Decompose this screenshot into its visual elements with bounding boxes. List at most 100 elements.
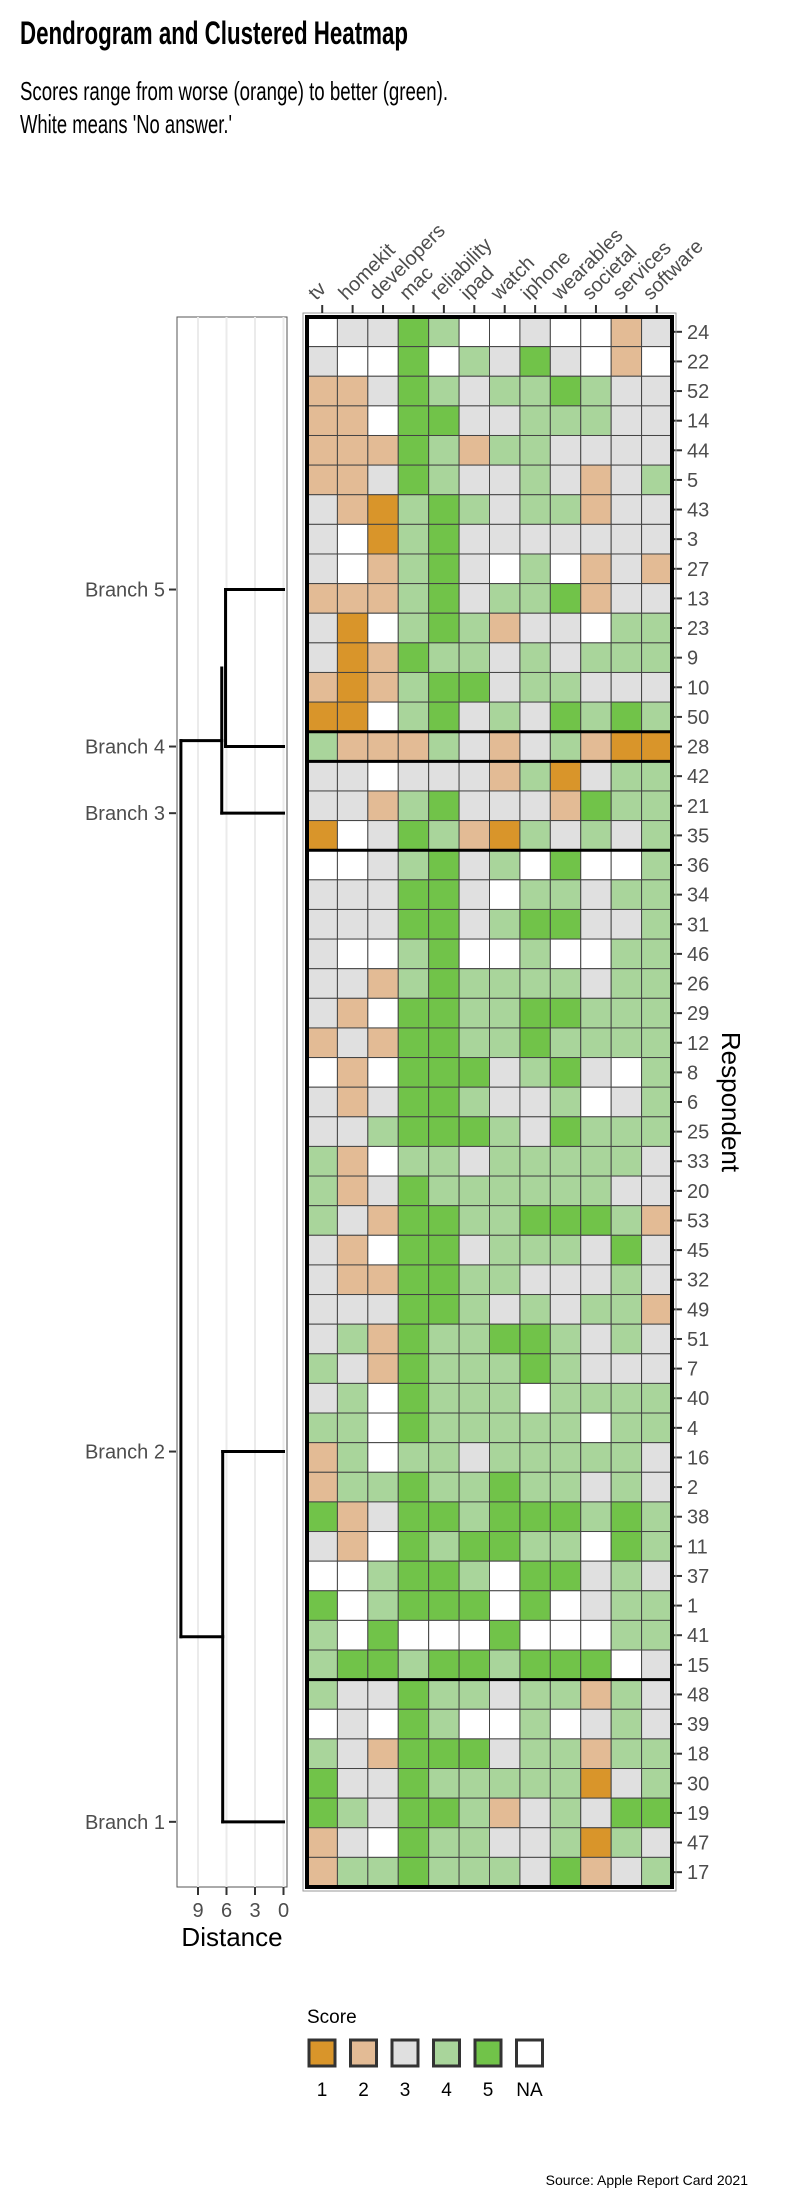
heatmap-cell-7-reliability bbox=[428, 1353, 460, 1384]
heatmap-cell-8-tv bbox=[306, 1057, 338, 1088]
row-label-46: 46 bbox=[687, 944, 709, 966]
heatmap-cell-18-developers bbox=[367, 1738, 399, 1770]
row-label-30: 30 bbox=[687, 1773, 709, 1795]
heatmap-row-10 bbox=[306, 671, 673, 703]
heatmap-cell-26-watch bbox=[489, 968, 521, 999]
heatmap-cell-21-wearables bbox=[549, 790, 582, 822]
heatmap-cell-51-tv bbox=[306, 1323, 338, 1355]
heatmap-cell-27-developers bbox=[367, 553, 399, 585]
heatmap-cell-38-homekit bbox=[336, 1501, 369, 1533]
heatmap-cell-1-iphone bbox=[519, 1590, 551, 1621]
heatmap-cell-33-software bbox=[641, 1145, 673, 1177]
heatmap-cell-25-tv bbox=[306, 1116, 338, 1147]
heatmap-cell-46-ipad bbox=[458, 938, 491, 970]
heatmap-cell-47-reliability bbox=[428, 1827, 460, 1858]
heatmap-cell-15-ipad bbox=[458, 1649, 491, 1681]
heatmap-cell-42-wearables bbox=[549, 760, 582, 792]
heatmap-cell-44-iphone bbox=[519, 434, 551, 466]
heatmap-cell-50-mac bbox=[397, 701, 430, 733]
heatmap-cell-13-wearables bbox=[549, 583, 582, 614]
heatmap-cell-6-wearables bbox=[549, 1086, 582, 1118]
heatmap-cell-17-ipad bbox=[458, 1856, 491, 1888]
row-label-42: 42 bbox=[687, 766, 709, 788]
heatmap-cell-14-iphone bbox=[519, 405, 551, 436]
heatmap-cell-30-iphone bbox=[519, 1768, 551, 1799]
heatmap-cell-11-societal bbox=[580, 1531, 612, 1562]
heatmap-cell-22-iphone bbox=[519, 346, 551, 377]
heatmap-cell-47-ipad bbox=[458, 1827, 491, 1858]
heatmap-cell-14-wearables bbox=[549, 405, 582, 436]
x-axis-title-distance: Distance bbox=[181, 1922, 282, 1952]
x-tick-label-6: 6 bbox=[221, 1900, 232, 1922]
heatmap-cell-11-mac bbox=[397, 1531, 430, 1562]
heatmap-cell-34-watch bbox=[489, 879, 521, 910]
heatmap-cell-32-iphone bbox=[519, 1264, 551, 1296]
row-label-18: 18 bbox=[687, 1744, 709, 1766]
heatmap-cell-40-reliability bbox=[428, 1382, 460, 1414]
heatmap-cell-25-services bbox=[610, 1116, 643, 1147]
heatmap-cell-17-tv bbox=[306, 1856, 338, 1888]
heatmap-cell-19-homekit bbox=[336, 1797, 369, 1829]
heatmap-cell-29-homekit bbox=[336, 997, 369, 1029]
heatmap-cell-44-software bbox=[641, 434, 673, 466]
heatmap-cell-41-watch bbox=[489, 1619, 521, 1651]
heatmap-cell-37-ipad bbox=[458, 1560, 491, 1592]
heatmap-cell-16-software bbox=[641, 1442, 673, 1473]
heatmap-cell-40-homekit bbox=[336, 1382, 369, 1414]
heatmap-cell-35-societal bbox=[580, 820, 612, 851]
heatmap-cell-31-homekit bbox=[336, 908, 369, 940]
heatmap-cell-31-wearables bbox=[549, 908, 582, 940]
heatmap-cell-24-reliability bbox=[428, 316, 460, 348]
heatmap-cell-20-reliability bbox=[428, 1175, 460, 1207]
heatmap-cell-36-software bbox=[641, 849, 673, 881]
heatmap-cell-12-societal bbox=[580, 1027, 612, 1059]
heatmap-cell-5-wearables bbox=[549, 464, 582, 496]
heatmap-cell-2-ipad bbox=[458, 1471, 491, 1503]
heatmap-cell-30-societal bbox=[580, 1768, 612, 1799]
row-label-48: 48 bbox=[687, 1684, 709, 1706]
heatmap-cell-16-homekit bbox=[336, 1442, 369, 1473]
heatmap-cell-51-wearables bbox=[549, 1323, 582, 1355]
row-label-47: 47 bbox=[687, 1833, 709, 1855]
heatmap-cell-5-software bbox=[641, 464, 673, 496]
heatmap-cell-12-services bbox=[610, 1027, 643, 1059]
heatmap-cell-52-ipad bbox=[458, 375, 491, 407]
heatmap-cell-12-tv bbox=[306, 1027, 338, 1059]
heatmap-cell-41-services bbox=[610, 1619, 643, 1651]
heatmap-row-47 bbox=[306, 1827, 673, 1858]
heatmap-cell-36-services bbox=[610, 849, 643, 881]
heatmap-cell-27-societal bbox=[580, 553, 612, 585]
heatmap-cell-11-wearables bbox=[549, 1531, 582, 1562]
heatmap-cell-27-homekit bbox=[336, 553, 369, 585]
heatmap-cell-28-software bbox=[641, 731, 673, 762]
legend-swatch-1 bbox=[307, 2038, 337, 2068]
heatmap-cell-42-societal bbox=[580, 760, 612, 792]
heatmap-row-45 bbox=[306, 1234, 673, 1266]
heatmap-cell-44-wearables bbox=[549, 434, 582, 466]
heatmap-row-20 bbox=[306, 1175, 673, 1207]
heatmap-cell-29-reliability bbox=[428, 997, 460, 1029]
heatmap-cell-5-societal bbox=[580, 464, 612, 496]
heatmap-cell-48-ipad bbox=[458, 1679, 491, 1710]
heatmap-row-11 bbox=[306, 1531, 673, 1562]
row-label-19: 19 bbox=[687, 1803, 709, 1825]
heatmap-row-50 bbox=[306, 701, 673, 733]
heatmap-cell-49-ipad bbox=[458, 1294, 491, 1325]
heatmap-cell-52-reliability bbox=[428, 375, 460, 407]
heatmap-cell-34-tv bbox=[306, 879, 338, 910]
heatmap-cell-17-homekit bbox=[336, 1856, 369, 1888]
heatmap-cell-21-societal bbox=[580, 790, 612, 822]
heatmap-cell-48-homekit bbox=[336, 1679, 369, 1710]
heatmap-cell-34-developers bbox=[367, 879, 399, 910]
heatmap-cell-4-developers bbox=[367, 1412, 399, 1444]
heatmap-cell-28-services bbox=[610, 731, 643, 762]
heatmap-cell-47-societal bbox=[580, 1827, 612, 1858]
chart-subtitle-line-1: Scores range from worse (orange) to bett… bbox=[20, 76, 448, 106]
heatmap-cell-14-watch bbox=[489, 405, 521, 436]
heatmap-cell-16-services bbox=[610, 1442, 643, 1473]
heatmap-cell-38-societal bbox=[580, 1501, 612, 1533]
heatmap-cell-7-homekit bbox=[336, 1353, 369, 1384]
heatmap-cell-26-iphone bbox=[519, 968, 551, 999]
heatmap-cell-3-mac bbox=[397, 523, 430, 555]
heatmap-cell-13-homekit bbox=[336, 583, 369, 614]
